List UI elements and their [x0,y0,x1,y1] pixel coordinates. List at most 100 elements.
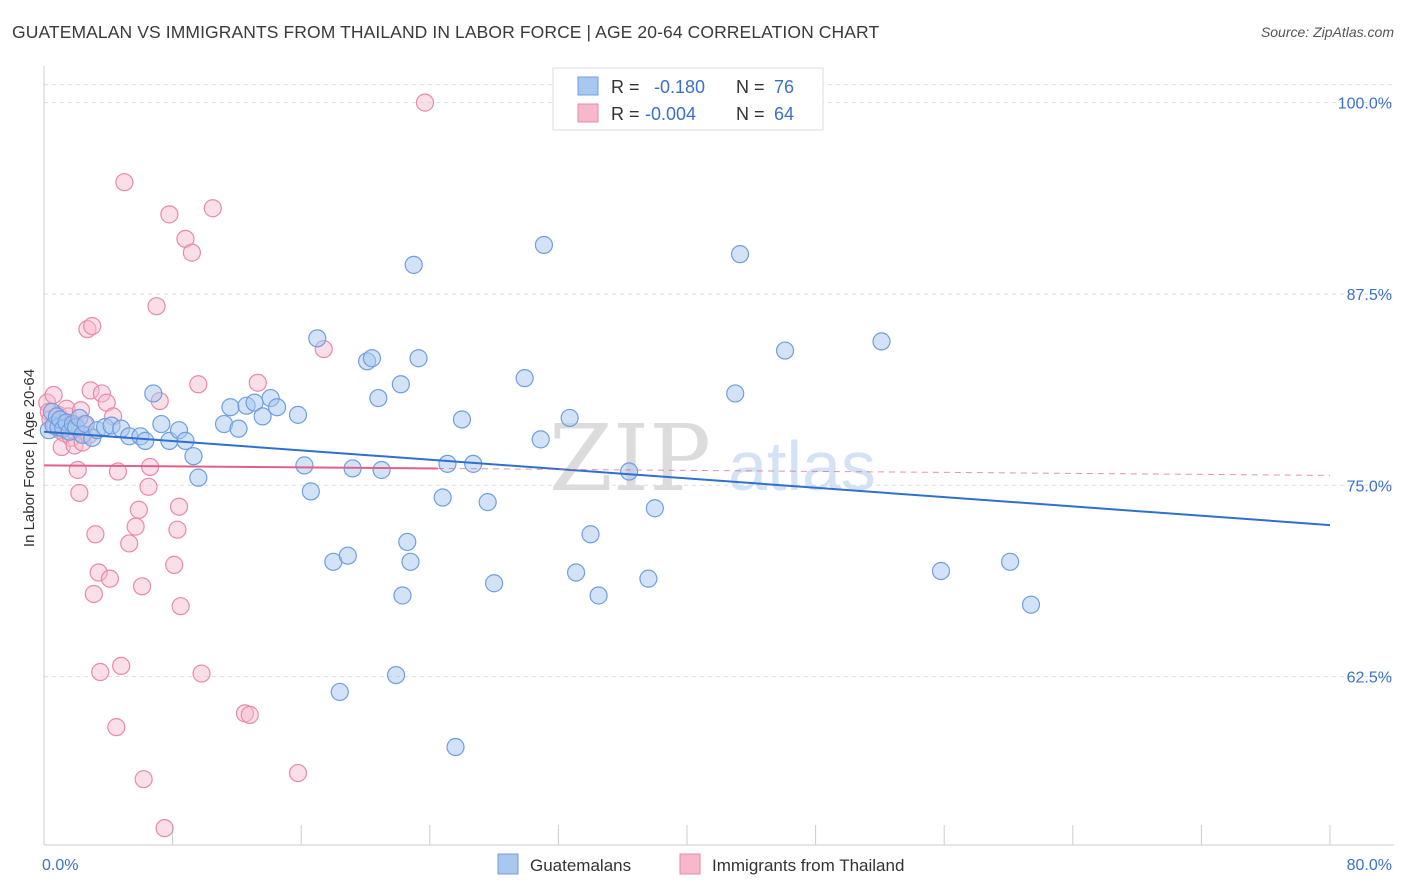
guatemalan-point [398,532,417,552]
guatemalan-point [726,384,745,403]
guatemalan-point [136,431,155,450]
thailand-point [192,664,211,683]
thailand-point [70,483,89,503]
legend-swatch-blue [577,76,599,96]
guatemalan-point [433,488,452,507]
guatemalan-point [404,255,423,274]
thailand-point [78,320,97,339]
y-tick-label: 100.0% [1338,96,1392,113]
legend-r-label-2: R = [611,104,640,124]
series-guatemalans-points [39,235,1041,757]
chart-title: GUATEMALAN VS IMMIGRANTS FROM THAILAND I… [12,22,880,42]
y-tick-label: 62.5% [1347,670,1392,687]
guatemalan-point [531,430,550,449]
y-tick-label: 75.0% [1347,478,1392,495]
thailand-point [112,656,131,676]
thailand-point [86,525,105,544]
legend-r-value-2: -0.004 [645,104,696,124]
thailand-point [160,205,179,224]
guatemalan-point [534,235,554,255]
guatemalan-point [189,468,208,487]
guatemalan-point [438,454,457,473]
y-tick-label: 87.5% [1347,287,1392,304]
thailand-point [84,584,103,604]
legend-n-value-2: 64 [774,104,794,124]
thailand-point [168,520,187,539]
guatemalan-point [301,482,320,501]
guatemalan-point [775,341,795,360]
guatemalan-point [515,369,534,388]
guatemalan-point [581,525,600,544]
guatemalan-point [560,408,579,428]
bottom-legend-thailand: Immigrants from Thailand [712,856,904,875]
guatemalan-point [872,332,891,351]
thailand-point [139,477,158,496]
guatemalan-point [330,682,349,702]
correlation-legend: R = -0.180 N = 76 R = -0.004 N = 64 [552,67,824,131]
thailand-trend-line [43,464,438,470]
guatemalans-trend-line [43,430,1331,527]
guatemalan-point [485,574,504,593]
guatemalan-point [267,398,287,417]
legend-r-value-1: -0.180 [654,77,705,97]
guatemalan-point [184,447,203,466]
thailand-point [169,497,189,516]
thailand-point [415,93,435,112]
thailand-point [240,705,259,724]
x-tick-label-max: 80.0% [1347,857,1392,874]
thailand-point [100,569,120,588]
guatemalan-point [452,410,472,429]
thailand-point [155,819,174,838]
guatemalan-point [393,586,412,605]
guatemalan-point [229,419,248,438]
bottom-legend-swatch-guatemalans [497,853,519,875]
watermark: ZIP atlas [549,405,876,512]
bottom-legend-swatch-thailand [679,853,701,875]
axis-ticks: 62.5% 75.0% 87.5% 100.0% 0.0% 80.0% [42,96,1392,874]
guatemalan-point [288,405,308,424]
thailand-point [91,662,110,682]
legend-r-label-1: R = [611,77,640,97]
thailand-point [92,384,111,403]
guatemalan-point [372,460,391,480]
thailand-point [120,534,139,553]
guatemalan-point [391,375,410,394]
guatemalan-point [221,398,240,417]
guatemalan-point [253,407,272,426]
guatemalan-point [295,456,314,475]
guatemalan-point [401,552,420,571]
thailand-point [134,770,153,789]
thailand-point [115,173,134,192]
gridlines [44,84,1394,678]
guatemalan-point [730,245,750,264]
guatemalan-point [589,586,608,605]
watermark-atlas: atlas [728,427,876,505]
thailand-point [171,597,190,616]
guatemalan-point [446,737,465,757]
x-tick-label-min: 0.0% [42,857,78,874]
guatemalan-point [144,384,163,403]
thailand-point [165,555,184,574]
guatemalan-point [152,414,171,434]
thailand-point [129,500,148,519]
thailand-point [288,763,308,783]
series-legend: Guatemalans Immigrants from Thailand [497,853,904,875]
thailand-point [68,460,87,480]
guatemalan-point [620,462,639,481]
thailand-point [108,462,128,481]
y-axis-label: In Labor Force | Age 20-64 [21,369,38,547]
guatemalan-point [362,349,382,368]
thailand-point [147,297,166,316]
thailand-point [44,385,63,405]
thailand-point [126,517,145,536]
guatemalan-point [645,499,664,518]
guatemalan-point [566,563,586,582]
thailand-point [81,381,100,400]
guatemalan-point [1021,595,1041,614]
legend-n-label-2: N = [736,104,765,124]
guatemalan-point [409,349,428,368]
thailand-point [83,316,102,336]
thailand-trend-extension [437,467,1331,476]
thailand-point [89,563,108,582]
